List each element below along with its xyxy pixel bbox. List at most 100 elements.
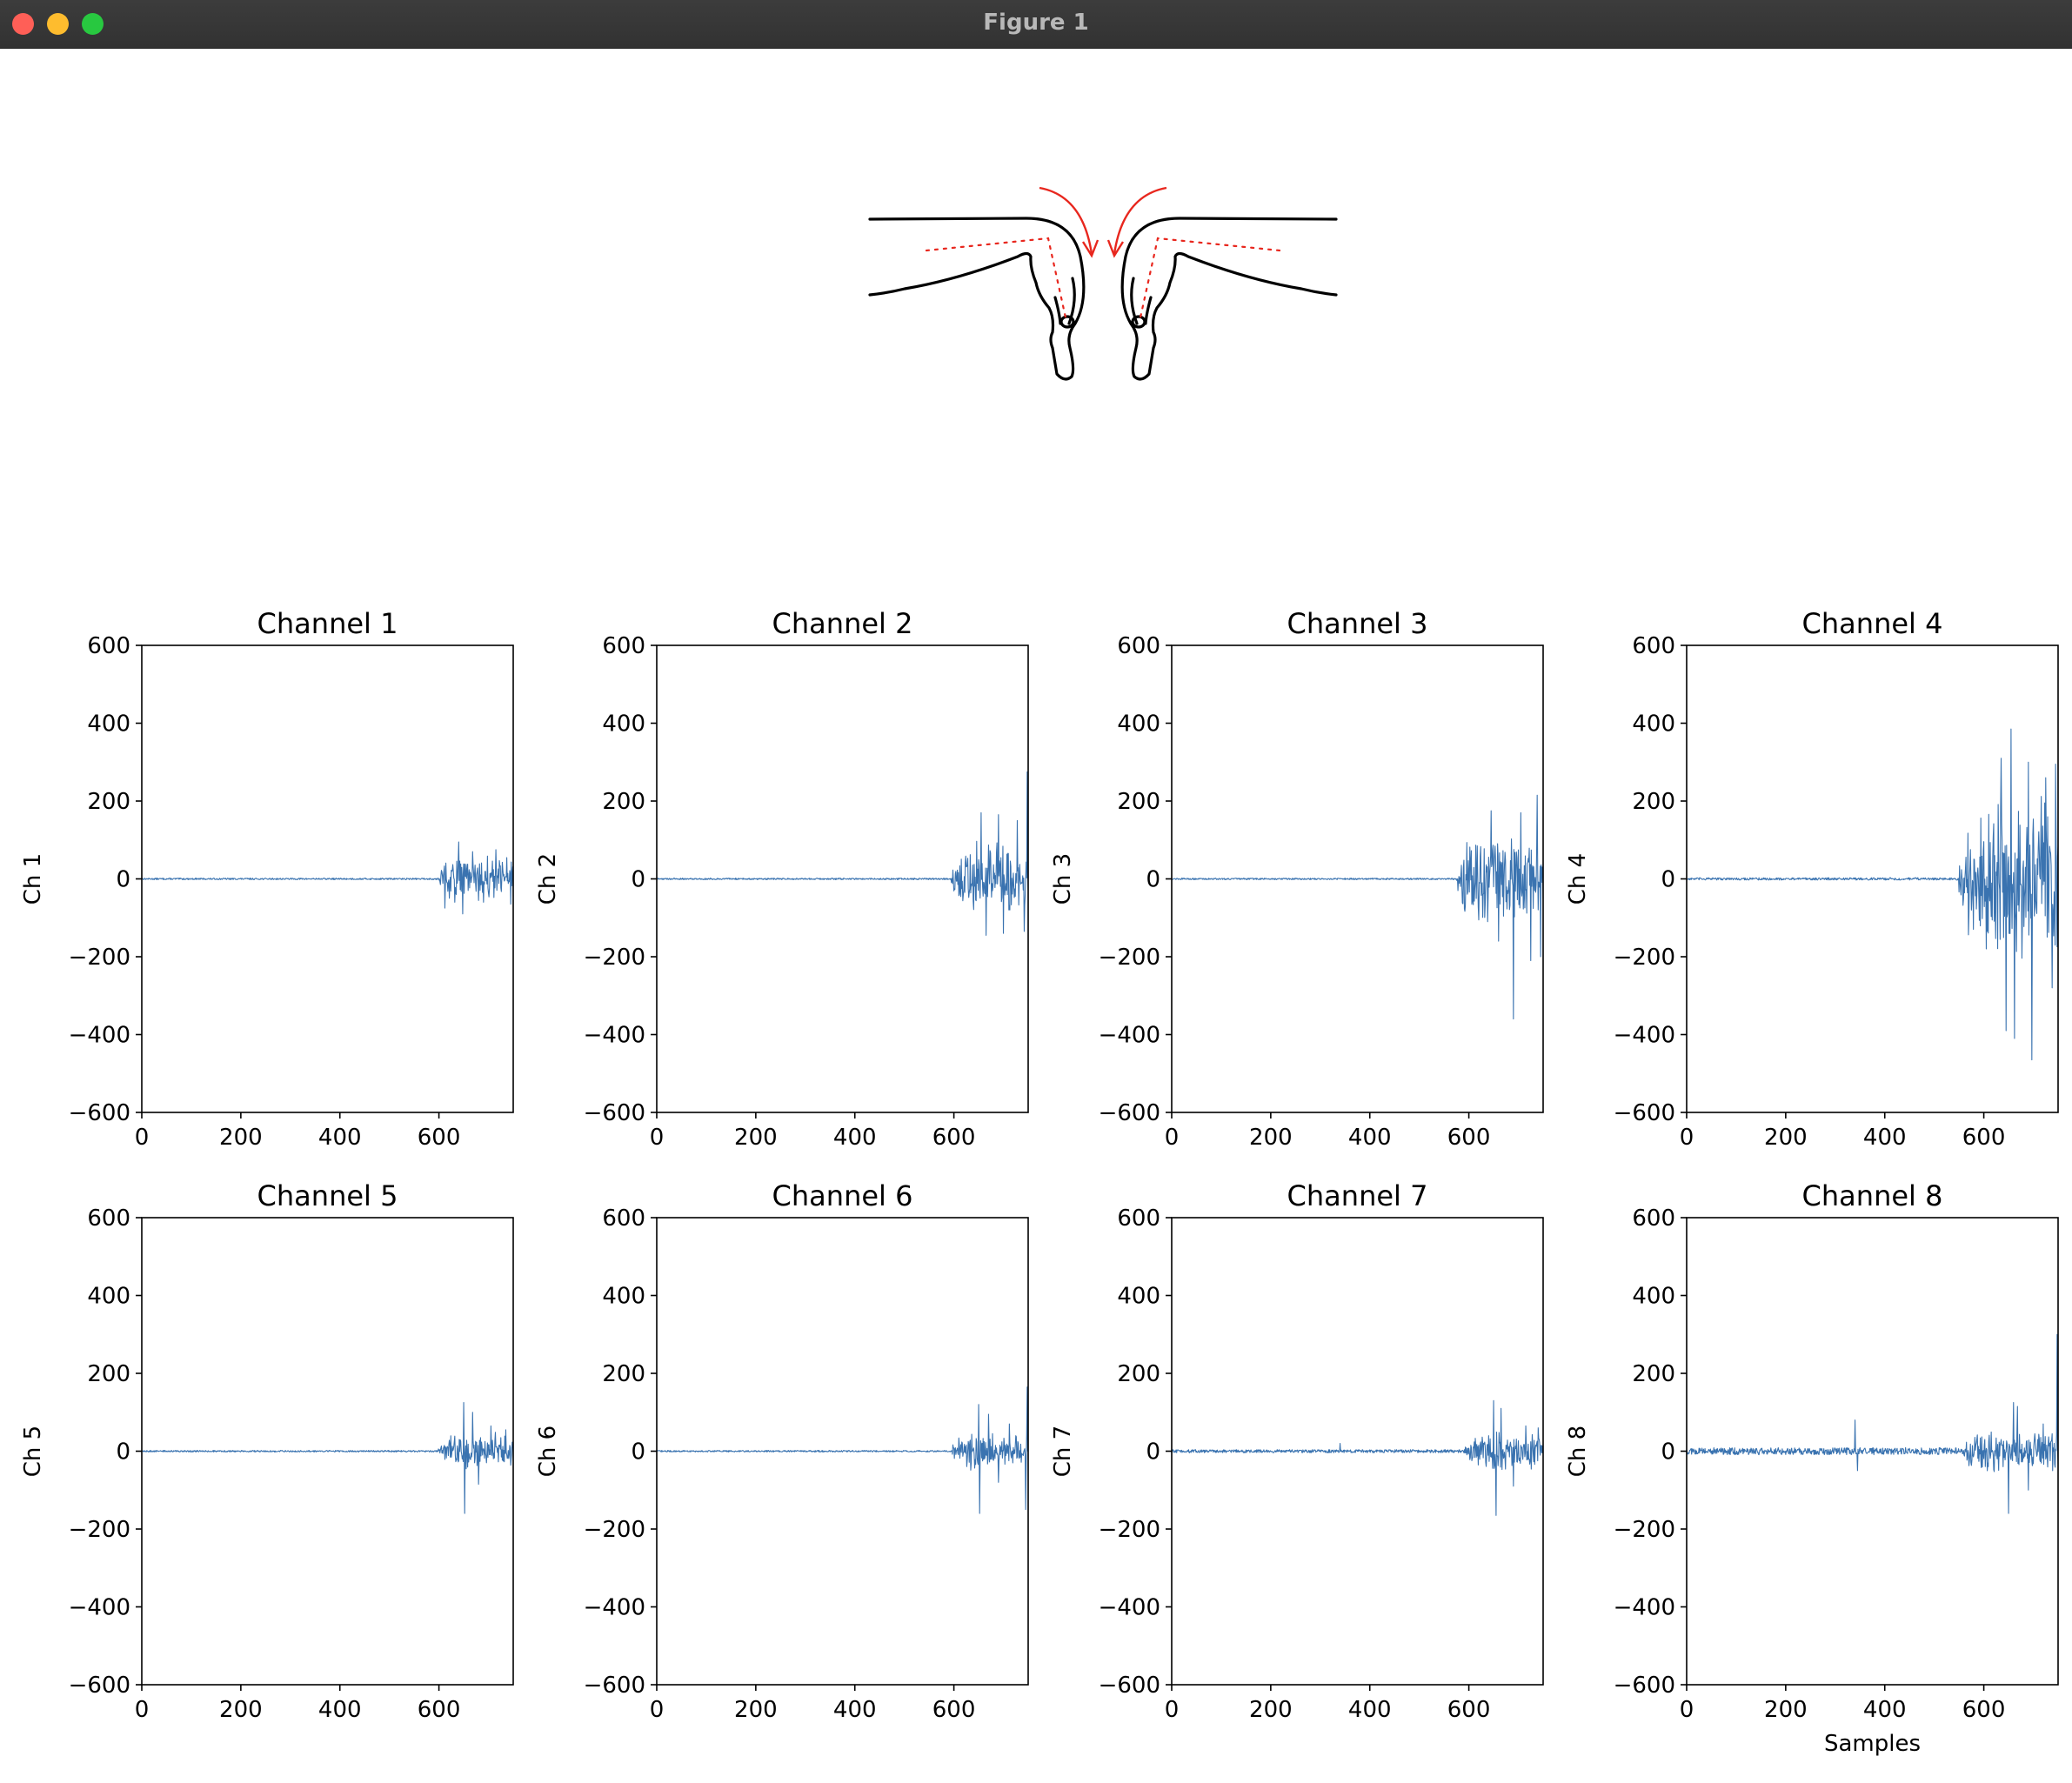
y-tick-label: −400 bbox=[1614, 1595, 1675, 1621]
x-tick-label: 0 bbox=[650, 1697, 665, 1723]
y-tick-label: 200 bbox=[1632, 1361, 1675, 1387]
y-tick-label: 0 bbox=[116, 1439, 130, 1466]
y-tick-label: 200 bbox=[1117, 1361, 1160, 1387]
x-tick-label: 400 bbox=[318, 1125, 362, 1151]
y-tick-label: 200 bbox=[87, 1361, 130, 1387]
x-tick-label: 200 bbox=[734, 1125, 778, 1151]
y-tick-label: −600 bbox=[1099, 1673, 1160, 1699]
x-tick-label: 600 bbox=[418, 1697, 461, 1723]
y-tick-label: −200 bbox=[1614, 945, 1675, 971]
y-tick-label: 0 bbox=[1146, 867, 1160, 893]
x-tick-label: 400 bbox=[833, 1697, 877, 1723]
x-tick-label: 200 bbox=[1249, 1125, 1293, 1151]
y-tick-label: 200 bbox=[602, 789, 645, 815]
signal-trace bbox=[656, 771, 1029, 936]
x-tick-label: 600 bbox=[932, 1697, 976, 1723]
x-tick-label: 600 bbox=[1447, 1125, 1491, 1151]
window-title: Figure 1 bbox=[983, 10, 1089, 36]
chart-title: Channel 8 bbox=[1802, 1179, 1943, 1212]
maximize-window-button[interactable] bbox=[82, 13, 104, 35]
x-tick-label: 400 bbox=[833, 1125, 877, 1151]
y-tick-label: 400 bbox=[602, 1284, 645, 1310]
x-tick-label: 0 bbox=[1680, 1697, 1694, 1723]
y-tick-label: 600 bbox=[87, 1205, 130, 1232]
y-tick-label: −600 bbox=[1099, 1100, 1160, 1126]
y-axis-label: Ch 4 bbox=[1565, 853, 1591, 905]
y-tick-label: 600 bbox=[1632, 633, 1675, 659]
x-tick-label: 200 bbox=[1764, 1697, 1808, 1723]
hands-wrist-flexion-icon bbox=[868, 186, 1338, 381]
x-tick-label: 600 bbox=[1447, 1697, 1491, 1723]
x-tick-label: 0 bbox=[1680, 1125, 1694, 1151]
y-tick-label: −200 bbox=[584, 1517, 645, 1543]
y-tick-label: 400 bbox=[1117, 711, 1160, 738]
close-window-button[interactable] bbox=[12, 13, 34, 35]
chart-title: Channel 3 bbox=[1287, 607, 1428, 640]
chart-title: Channel 1 bbox=[257, 607, 398, 640]
signal-trace bbox=[1686, 728, 2059, 1061]
y-tick-label: 400 bbox=[87, 1284, 130, 1310]
y-tick-label: 200 bbox=[602, 1361, 645, 1387]
x-tick-label: 400 bbox=[1348, 1125, 1392, 1151]
x-tick-label: 0 bbox=[650, 1125, 665, 1151]
signal-trace bbox=[1686, 1333, 2059, 1514]
y-tick-label: −400 bbox=[584, 1023, 645, 1049]
chart-title: Channel 6 bbox=[772, 1179, 913, 1212]
x-tick-label: 400 bbox=[1348, 1697, 1392, 1723]
y-tick-label: 600 bbox=[87, 633, 130, 659]
y-axis-label: Ch 3 bbox=[1050, 853, 1076, 905]
x-tick-label: 200 bbox=[1249, 1697, 1293, 1723]
chart-title: Channel 4 bbox=[1802, 607, 1943, 640]
figure-canvas: 600 400 200 0 −200 −400 −600 0 200 400 600 Channel … bbox=[0, 49, 2072, 1780]
y-tick-label: 400 bbox=[602, 711, 645, 738]
y-tick-label: 400 bbox=[1632, 1284, 1675, 1310]
x-tick-label: 0 bbox=[1165, 1125, 1180, 1151]
left-flexion-arrow-icon bbox=[925, 186, 1099, 319]
chart-title: Channel 2 bbox=[772, 607, 913, 640]
y-tick-label: 0 bbox=[631, 867, 645, 893]
y-tick-label: 600 bbox=[1117, 633, 1160, 659]
y-tick-label: 600 bbox=[1632, 1205, 1675, 1232]
y-tick-label: −200 bbox=[584, 945, 645, 971]
y-tick-label: −400 bbox=[1099, 1023, 1160, 1049]
y-tick-label: 0 bbox=[1146, 1439, 1160, 1466]
x-tick-label: 600 bbox=[418, 1125, 461, 1151]
x-tick-label: 0 bbox=[1165, 1697, 1180, 1723]
x-tick-label: 200 bbox=[734, 1697, 778, 1723]
y-tick-label: 200 bbox=[1117, 789, 1160, 815]
y-tick-label: −200 bbox=[1099, 945, 1160, 971]
right-flexion-arrow-icon bbox=[1106, 186, 1281, 319]
y-axis-label: Ch 6 bbox=[535, 1426, 561, 1477]
y-tick-label: −600 bbox=[69, 1673, 130, 1699]
y-tick-label: −200 bbox=[1099, 1517, 1160, 1543]
signal-trace bbox=[141, 841, 514, 915]
y-tick-label: −600 bbox=[1614, 1100, 1675, 1126]
x-tick-label: 600 bbox=[932, 1125, 976, 1151]
chart-title: Channel 7 bbox=[1287, 1179, 1428, 1212]
y-tick-label: −400 bbox=[1614, 1023, 1675, 1049]
minimize-window-button[interactable] bbox=[47, 13, 69, 35]
signal-trace bbox=[656, 1386, 1029, 1514]
y-tick-label: 0 bbox=[631, 1439, 645, 1466]
signal-trace bbox=[1171, 794, 1544, 1020]
y-axis-label: Ch 5 bbox=[20, 1426, 46, 1477]
x-axis-label: Samples bbox=[1824, 1731, 1921, 1757]
y-tick-label: 600 bbox=[602, 633, 645, 659]
x-tick-label: 600 bbox=[1962, 1697, 2006, 1723]
x-tick-label: 400 bbox=[1863, 1125, 1907, 1151]
y-tick-label: −600 bbox=[584, 1100, 645, 1126]
y-axis-label: Ch 7 bbox=[1050, 1426, 1076, 1477]
x-tick-label: 600 bbox=[1962, 1125, 2006, 1151]
y-tick-label: −400 bbox=[1099, 1595, 1160, 1621]
x-tick-label: 400 bbox=[1863, 1697, 1907, 1723]
